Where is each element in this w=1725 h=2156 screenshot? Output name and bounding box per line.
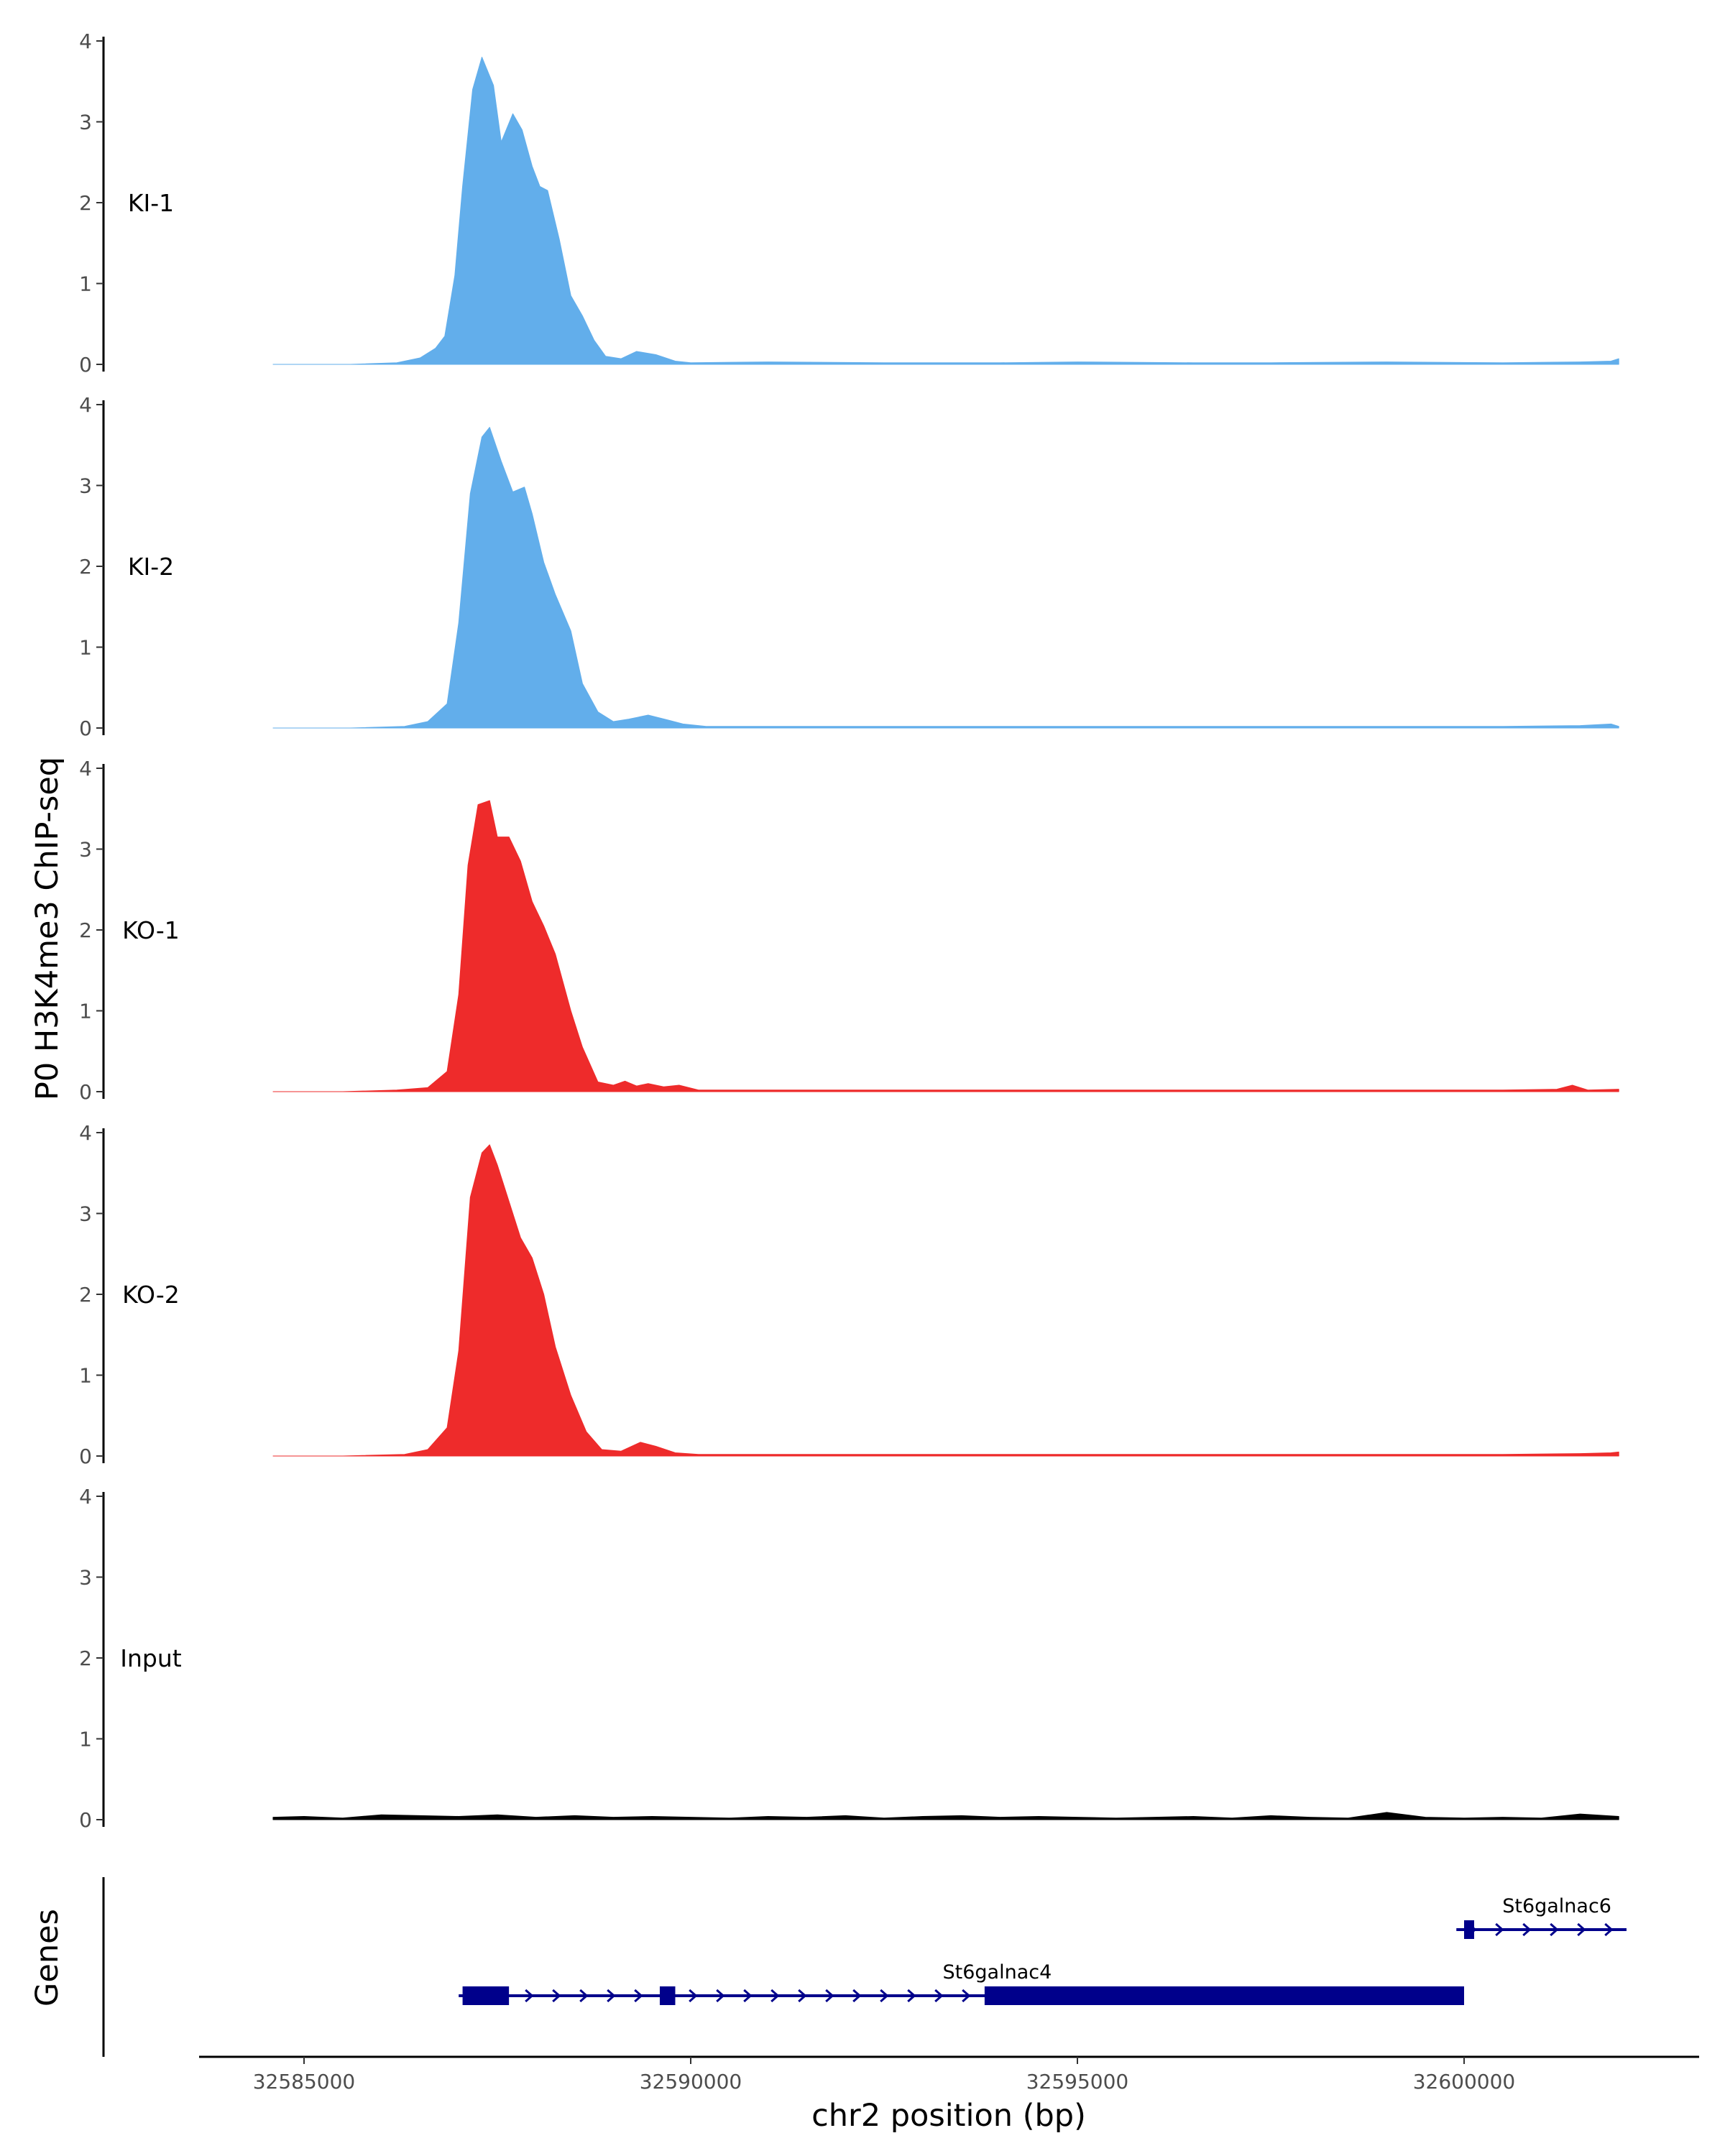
gene-st6galnac4: St6galnac4 <box>459 1961 1464 2005</box>
signal-area <box>272 427 1619 729</box>
track-ko-2: 0 1 2 3 4 KO-2 <box>79 1121 1619 1468</box>
y-axis-title: P0 H3K4me3 ChIP-seq <box>29 757 65 1100</box>
y-tick-label: 4 <box>79 1485 92 1508</box>
exon <box>659 1986 676 2005</box>
strand-arrow <box>907 1989 916 2003</box>
y-tick-label: 3 <box>79 474 92 498</box>
y-tick-label: 2 <box>79 555 92 579</box>
signal-area <box>272 57 1619 365</box>
strand-arrow <box>1577 1922 1586 1937</box>
strand-arrow <box>607 1989 616 2003</box>
strand-arrow <box>579 1989 589 2003</box>
y-tick-label: 3 <box>79 1202 92 1226</box>
y-tick-label: 1 <box>79 1364 92 1388</box>
y-tick-label: 1 <box>79 272 92 296</box>
strand-arrow <box>852 1989 862 2003</box>
y-tick-label: 0 <box>79 1445 92 1468</box>
strand-arrow <box>634 1989 643 2003</box>
strand-arrow <box>1550 1922 1559 1937</box>
y-tick-label: 2 <box>79 918 92 942</box>
track-input: 0 1 2 3 4 Input <box>79 1485 1619 1832</box>
track-label: KI-1 <box>128 189 174 217</box>
strand-arrow <box>880 1989 889 2003</box>
gene-st6galnac6: St6galnac6 <box>1456 1895 1627 1939</box>
y-tick-label: 3 <box>79 1566 92 1590</box>
strand-arrow <box>525 1989 534 2003</box>
strand-arrow <box>552 1989 561 2003</box>
y-tick-label: 4 <box>79 393 92 417</box>
track-label: Input <box>120 1644 182 1672</box>
y-tick-label: 1 <box>79 636 92 660</box>
y-tick-label: 1 <box>79 1728 92 1751</box>
x-axis: 32585000 32590000 32595000 32600000 <box>199 2055 1699 2093</box>
strand-arrow <box>798 1989 807 2003</box>
strand-arrow <box>689 1989 698 2003</box>
y-tick-label: 4 <box>79 29 92 53</box>
track-ko-1: 0 1 2 3 4 KO-1 <box>79 757 1619 1104</box>
strand-arrow <box>962 1989 971 2003</box>
y-tick-label: 2 <box>79 1283 92 1307</box>
y-tick-label: 0 <box>79 717 92 740</box>
x-axis-title: chr2 position (bp) <box>811 2098 1086 2134</box>
y-tick-label: 4 <box>79 757 92 780</box>
track-ki-2: 0 1 2 3 4 KI-2 <box>79 393 1619 740</box>
y-tick-label: 0 <box>79 353 92 377</box>
genes-axis-title: Genes <box>29 1909 65 2007</box>
track-label: KO-1 <box>122 916 180 944</box>
y-tick-label: 0 <box>79 1080 92 1104</box>
strand-arrow <box>825 1989 834 2003</box>
y-tick-label: 1 <box>79 1000 92 1023</box>
track-ki-1: 0 1 2 3 4 KI-1 <box>79 29 1619 377</box>
strand-arrow <box>1495 1922 1504 1937</box>
tracks-layer: 0 1 2 3 4 KI-1 0 1 2 3 4 KI-2 0 1 2 3 4 KO-1 0 1 2 3 4 KO-2 0 1 2 3… <box>79 29 1619 1832</box>
strand-arrow <box>743 1989 753 2003</box>
exon <box>1464 1920 1474 1939</box>
track-label: KI-2 <box>128 553 174 581</box>
x-tick-label: 32585000 <box>253 2070 356 2093</box>
strand-arrow <box>1604 1922 1614 1937</box>
y-tick-label: 4 <box>79 1121 92 1145</box>
x-tick-label: 32600000 <box>1413 2070 1516 2093</box>
y-tick-label: 3 <box>79 111 92 134</box>
signal-area <box>272 1144 1619 1457</box>
x-tick-label: 32595000 <box>1026 2070 1129 2093</box>
signal-area <box>272 1812 1619 1820</box>
signal-area <box>272 800 1619 1092</box>
strand-arrow <box>716 1989 725 2003</box>
genes-panel: St6galnac4 St6galnac6 <box>102 1877 1627 2057</box>
strand-arrow <box>1522 1922 1532 1937</box>
gene-label: St6galnac6 <box>1502 1895 1611 1917</box>
strand-arrow <box>934 1989 944 2003</box>
track-label: KO-2 <box>122 1281 180 1309</box>
gene-label: St6galnac4 <box>943 1961 1052 1984</box>
exon <box>462 1986 510 2005</box>
y-tick-label: 2 <box>79 191 92 215</box>
y-tick-label: 2 <box>79 1646 92 1670</box>
y-tick-label: 3 <box>79 838 92 862</box>
strand-arrow <box>770 1989 780 2003</box>
x-tick-label: 32590000 <box>640 2070 742 2093</box>
exon <box>984 1986 1464 2005</box>
y-tick-label: 0 <box>79 1808 92 1832</box>
